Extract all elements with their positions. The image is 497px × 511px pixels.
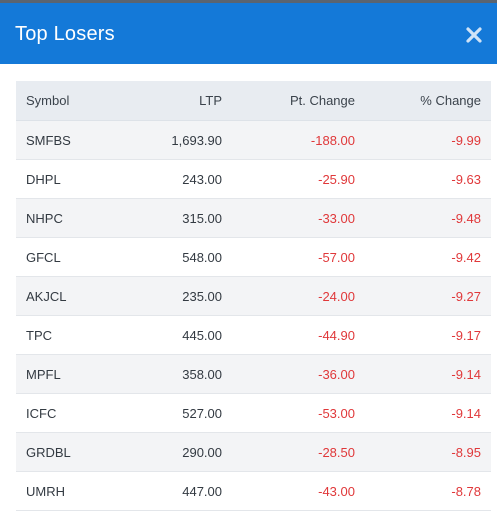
modal-header: Top Losers <box>0 3 497 64</box>
cell-pt-change: -36.00 <box>222 354 355 394</box>
cell-pct-change: -8.95 <box>355 432 491 472</box>
close-icon <box>466 27 482 43</box>
cell-symbol: ICFC <box>16 393 126 433</box>
cell-ltp: 290.00 <box>126 432 222 472</box>
cell-pct-change: -9.17 <box>355 315 491 355</box>
cell-ltp: 243.00 <box>126 159 222 199</box>
column-header-pt-change[interactable]: Pt. Change <box>222 81 355 121</box>
cell-ltp: 358.00 <box>126 354 222 394</box>
cell-pct-change: -9.27 <box>355 276 491 316</box>
cell-ltp: 315.00 <box>126 198 222 238</box>
cell-pt-change: -25.90 <box>222 159 355 199</box>
cell-ltp: 548.00 <box>126 237 222 277</box>
cell-pct-change: -8.78 <box>355 471 491 511</box>
losers-table-container: Symbol LTP Pt. Change % Change SMFBS 1,6… <box>16 81 491 511</box>
cell-ltp: 1,693.90 <box>126 120 222 160</box>
cell-symbol: AKJCL <box>16 276 126 316</box>
table-row[interactable]: SMFBS 1,693.90 -188.00 -9.99 <box>16 120 491 160</box>
cell-ltp: 527.00 <box>126 393 222 433</box>
cell-pt-change: -44.90 <box>222 315 355 355</box>
cell-pct-change: -9.99 <box>355 120 491 160</box>
cell-symbol: TPC <box>16 315 126 355</box>
cell-pct-change: -9.48 <box>355 198 491 238</box>
cell-pct-change: -9.63 <box>355 159 491 199</box>
window-top-border <box>0 0 497 3</box>
cell-ltp: 445.00 <box>126 315 222 355</box>
table-row[interactable]: TPC 445.00 -44.90 -9.17 <box>16 315 491 355</box>
cell-symbol: SMFBS <box>16 120 126 160</box>
table-row[interactable]: MPFL 358.00 -36.00 -9.14 <box>16 354 491 394</box>
top-losers-modal: Top Losers Symbol LTP Pt. Change % Chang… <box>0 3 497 511</box>
cell-symbol: DHPL <box>16 159 126 199</box>
cell-pt-change: -28.50 <box>222 432 355 472</box>
table-row[interactable]: AKJCL 235.00 -24.00 -9.27 <box>16 276 491 316</box>
table-row[interactable]: GFCL 548.00 -57.00 -9.42 <box>16 237 491 277</box>
cell-symbol: GRDBL <box>16 432 126 472</box>
close-button[interactable] <box>462 23 486 47</box>
column-header-pct-change[interactable]: % Change <box>355 81 491 121</box>
cell-pt-change: -24.00 <box>222 276 355 316</box>
column-header-ltp[interactable]: LTP <box>126 81 222 121</box>
cell-pt-change: -33.00 <box>222 198 355 238</box>
table-row[interactable]: UMRH 447.00 -43.00 -8.78 <box>16 471 491 511</box>
cell-pct-change: -9.14 <box>355 354 491 394</box>
cell-pt-change: -57.00 <box>222 237 355 277</box>
cell-symbol: UMRH <box>16 471 126 511</box>
cell-pt-change: -53.00 <box>222 393 355 433</box>
column-header-symbol[interactable]: Symbol <box>16 81 126 121</box>
table-header-row: Symbol LTP Pt. Change % Change <box>16 81 491 121</box>
table-row[interactable]: GRDBL 290.00 -28.50 -8.95 <box>16 432 491 472</box>
table-row[interactable]: DHPL 243.00 -25.90 -9.63 <box>16 159 491 199</box>
cell-ltp: 235.00 <box>126 276 222 316</box>
cell-pct-change: -9.14 <box>355 393 491 433</box>
cell-pt-change: -188.00 <box>222 120 355 160</box>
table-row[interactable]: ICFC 527.00 -53.00 -9.14 <box>16 393 491 433</box>
cell-pt-change: -43.00 <box>222 471 355 511</box>
cell-ltp: 447.00 <box>126 471 222 511</box>
cell-symbol: MPFL <box>16 354 126 394</box>
cell-symbol: GFCL <box>16 237 126 277</box>
losers-table: Symbol LTP Pt. Change % Change SMFBS 1,6… <box>16 81 491 511</box>
cell-pct-change: -9.42 <box>355 237 491 277</box>
modal-title: Top Losers <box>15 23 115 45</box>
cell-symbol: NHPC <box>16 198 126 238</box>
table-row[interactable]: NHPC 315.00 -33.00 -9.48 <box>16 198 491 238</box>
